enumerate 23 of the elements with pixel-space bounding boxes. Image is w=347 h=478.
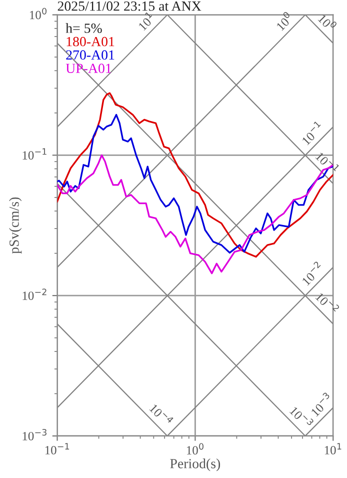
text: 270-A01 xyxy=(66,50,114,60)
annotation: 10$^{−3}$ xyxy=(308,392,334,417)
y-tick-label: 10$^{−3}$ xyxy=(22,428,46,440)
annotation: 10$^{−2}$ xyxy=(300,260,324,286)
annotation: 10$^{1}$ xyxy=(136,11,156,31)
annotation: 10$^{−1}$ xyxy=(315,150,340,175)
x-tick-label: 10$^{−1}$ xyxy=(45,443,70,454)
annotation: 10$^{0}$ xyxy=(274,11,294,31)
text: UP-A01 xyxy=(66,64,112,74)
x-tick-label: 10$^{0}$ xyxy=(186,443,204,455)
y-tick-label: 10$^{−2}$ xyxy=(22,288,46,300)
annotation: 10$^{−2}$ xyxy=(315,290,340,316)
y-axis-title: pSv(cm/s) xyxy=(9,197,22,254)
legend-title: h= 5% xyxy=(66,23,102,33)
annotation: 10$^{0}$ xyxy=(318,12,338,32)
x-tick-label: 10$^{1}$ xyxy=(324,443,342,454)
annotation: 10$^{−1}$ xyxy=(300,120,324,146)
y-tick-label: 10$^{−1}$ xyxy=(22,148,46,160)
y-tick-label: 10$^{0}$ xyxy=(30,8,47,20)
text: 180-A01 xyxy=(66,36,114,46)
chart-title: 2025/11/02 23:15 at ANX xyxy=(58,1,202,11)
x-axis-title: Period(s) xyxy=(170,458,220,472)
annotation: 10$^{−4}$ xyxy=(149,402,174,427)
